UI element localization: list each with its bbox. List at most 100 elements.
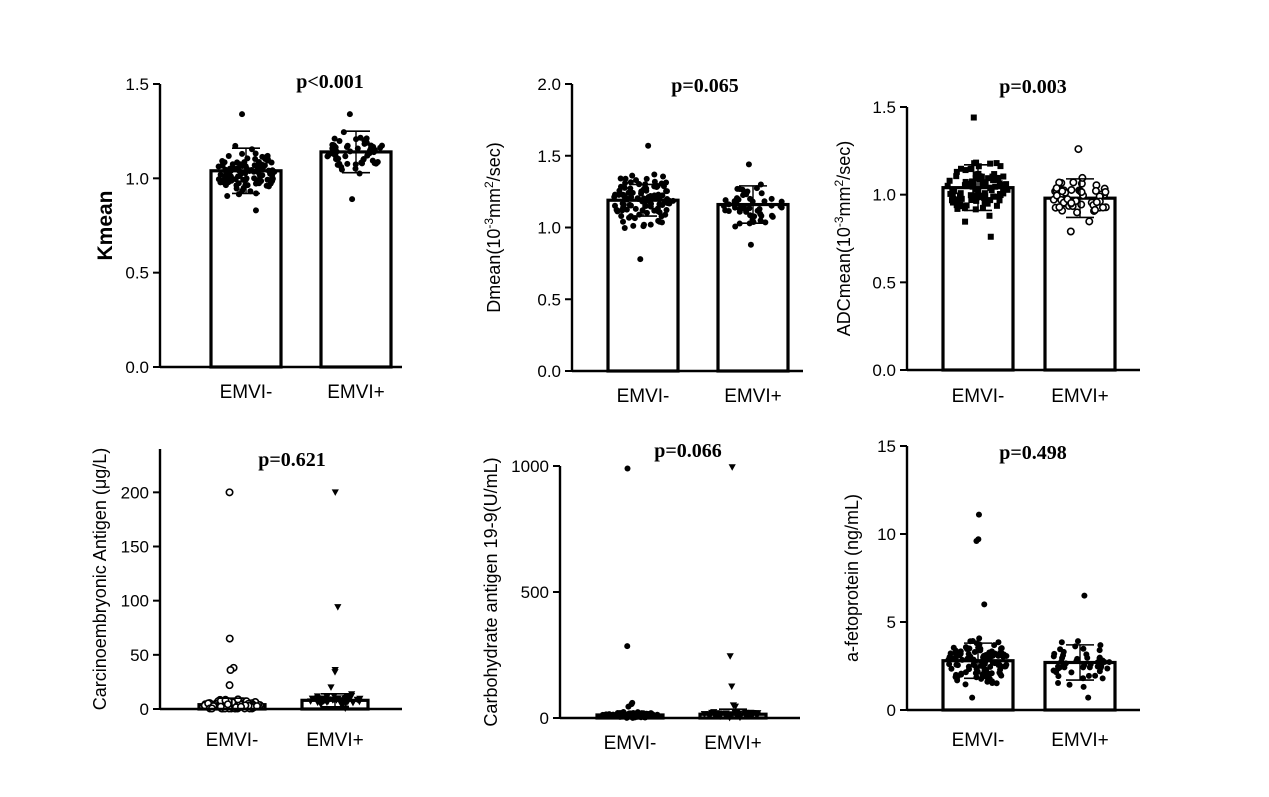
data-point bbox=[1073, 657, 1080, 664]
y-tick-label: 1.5 bbox=[872, 98, 896, 117]
y-tick-label: 0.5 bbox=[872, 273, 896, 292]
data-point bbox=[342, 153, 349, 160]
data-point bbox=[1066, 227, 1075, 236]
data-point bbox=[1085, 672, 1092, 679]
data-point bbox=[946, 177, 953, 184]
data-point bbox=[1057, 646, 1064, 653]
data-point bbox=[647, 221, 654, 228]
data-point bbox=[340, 129, 347, 136]
data-point bbox=[356, 695, 364, 703]
data-point bbox=[1080, 645, 1087, 652]
data-point bbox=[621, 184, 628, 191]
bar-EMVI+ bbox=[319, 150, 393, 369]
data-point bbox=[968, 179, 975, 186]
y-tick-label: 1.0 bbox=[537, 219, 561, 238]
y-axis-title: Carcinoembryonic Antigen (μg/L) bbox=[90, 448, 110, 711]
data-point bbox=[654, 205, 661, 212]
data-point bbox=[997, 192, 1004, 199]
data-point bbox=[970, 114, 977, 121]
data-point bbox=[1074, 145, 1083, 154]
data-point bbox=[1073, 208, 1082, 217]
data-point bbox=[754, 207, 761, 214]
outlier-point bbox=[726, 653, 734, 660]
data-point bbox=[972, 171, 979, 178]
data-point bbox=[225, 152, 232, 159]
data-point bbox=[223, 700, 232, 709]
data-point bbox=[730, 201, 737, 208]
data-point bbox=[1002, 663, 1009, 670]
data-point bbox=[643, 175, 650, 182]
x-category-label: EMVI+ bbox=[704, 733, 762, 754]
y-tick-label: 0.0 bbox=[872, 361, 896, 380]
data-point bbox=[954, 205, 961, 212]
y-tick-label: 0.0 bbox=[537, 362, 561, 381]
data-point bbox=[348, 691, 356, 698]
data-point bbox=[946, 654, 953, 661]
data-point bbox=[344, 160, 351, 167]
outlier-point bbox=[624, 643, 631, 650]
outlier-point bbox=[628, 701, 635, 708]
data-point bbox=[265, 183, 272, 190]
data-point bbox=[991, 171, 998, 178]
data-point bbox=[995, 661, 1002, 668]
data-point bbox=[663, 188, 670, 195]
panel-5: 0 500 1000 EMVI- EMVI+ p=0.066 Carbohydrate an… bbox=[481, 440, 800, 754]
data-point bbox=[1000, 186, 1007, 193]
data-point bbox=[1092, 198, 1101, 207]
data-point bbox=[1085, 217, 1094, 226]
data-point bbox=[970, 183, 977, 190]
data-point bbox=[1083, 651, 1090, 658]
data-point bbox=[965, 663, 972, 670]
data-point bbox=[992, 183, 999, 190]
data-point bbox=[633, 177, 640, 184]
data-point bbox=[959, 656, 966, 663]
data-point bbox=[973, 175, 980, 182]
y-tick-label: 2.0 bbox=[537, 75, 561, 94]
data-point bbox=[1058, 639, 1065, 646]
data-point bbox=[715, 711, 723, 718]
data-point bbox=[991, 642, 998, 649]
data-point bbox=[725, 201, 732, 208]
data-point bbox=[318, 696, 327, 703]
data-point bbox=[743, 191, 750, 198]
data-point bbox=[946, 661, 953, 668]
x-category-label: EMVI+ bbox=[306, 730, 364, 751]
data-point bbox=[1091, 205, 1100, 214]
data-point bbox=[733, 712, 741, 720]
data-point bbox=[962, 669, 969, 676]
data-point bbox=[648, 195, 655, 202]
data-point bbox=[645, 142, 652, 149]
y-tick-label: 5 bbox=[887, 613, 896, 632]
data-point bbox=[255, 159, 262, 166]
data-point bbox=[958, 671, 965, 678]
data-point bbox=[708, 709, 716, 717]
data-point bbox=[971, 160, 978, 167]
data-point bbox=[616, 187, 623, 194]
data-point bbox=[948, 665, 955, 672]
data-point bbox=[640, 186, 647, 193]
data-point bbox=[993, 680, 1000, 687]
data-point bbox=[751, 213, 758, 220]
data-point bbox=[220, 179, 227, 186]
data-point bbox=[1004, 186, 1011, 193]
data-point bbox=[217, 171, 224, 178]
data-point bbox=[327, 684, 335, 691]
data-point bbox=[265, 167, 272, 174]
data-point bbox=[666, 197, 673, 204]
data-point bbox=[662, 211, 669, 218]
data-point bbox=[269, 171, 276, 178]
data-point bbox=[1097, 642, 1104, 649]
data-point bbox=[990, 177, 997, 184]
x-category-label: EMVI- bbox=[220, 382, 273, 403]
data-point bbox=[252, 207, 259, 214]
data-point bbox=[720, 203, 727, 210]
data-point bbox=[967, 166, 974, 173]
data-point bbox=[958, 203, 965, 210]
data-point bbox=[998, 672, 1005, 679]
data-point bbox=[949, 194, 956, 201]
data-point bbox=[1055, 203, 1064, 212]
bar-EMVI- bbox=[209, 169, 283, 369]
data-point bbox=[1074, 638, 1081, 645]
panel-6: 0 5 10 15 EMVI- EMVI+ p=0.498 a-fetoprotein (ng… bbox=[842, 437, 1140, 751]
